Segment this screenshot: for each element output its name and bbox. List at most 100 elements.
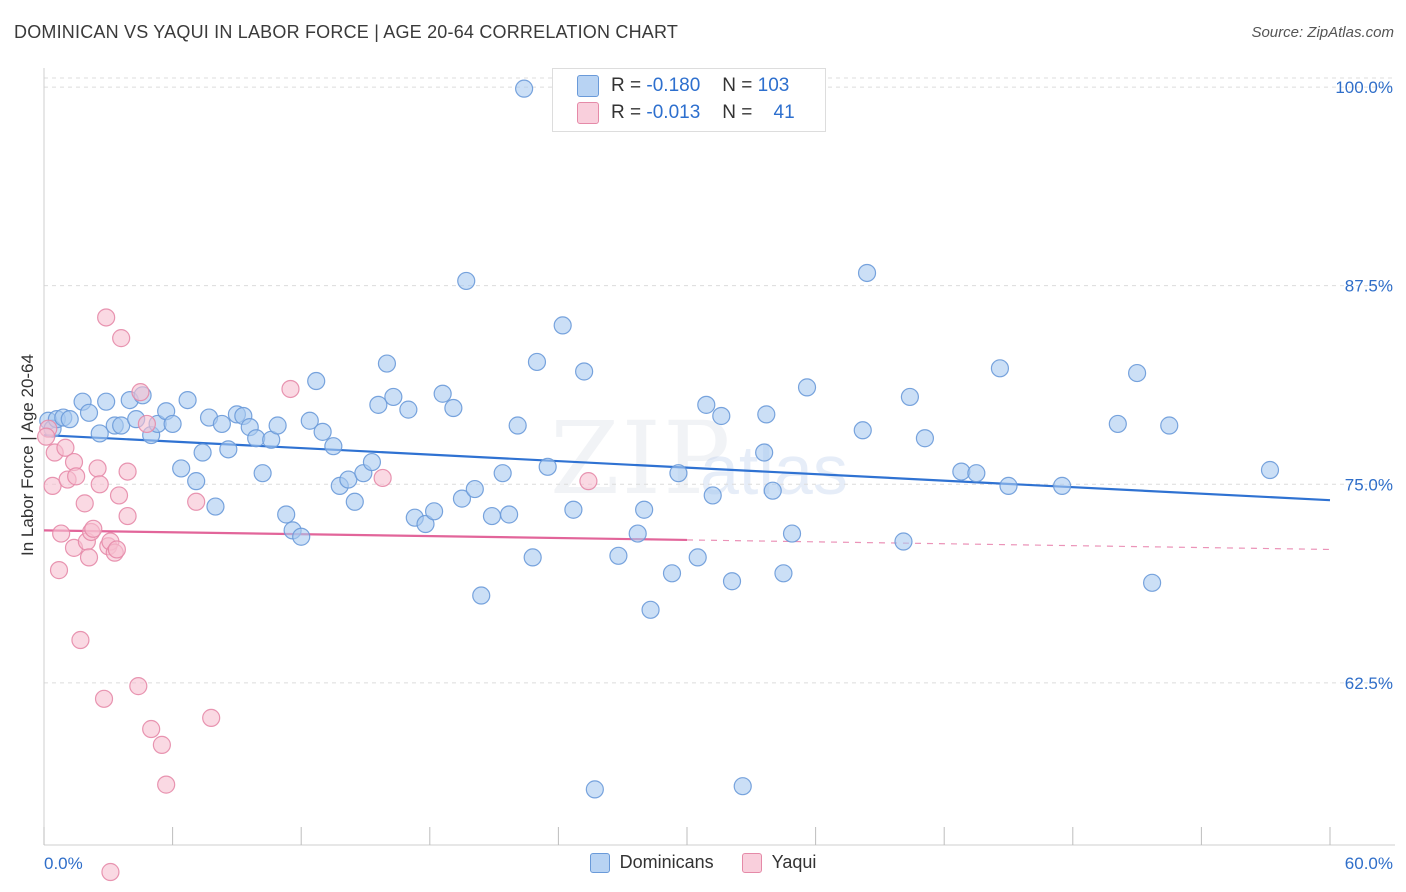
grid-lines — [44, 77, 1395, 684]
dominican-point — [952, 462, 971, 481]
y-tick-label: 62.5% — [1345, 674, 1393, 693]
dominicans-swatch — [589, 852, 610, 873]
legend-r-label: R = — [611, 75, 642, 96]
legend-n-label: N = — [722, 75, 753, 96]
dominican-point — [515, 79, 534, 98]
yaqui-point — [67, 467, 86, 486]
x-tick-label: 0.0% — [44, 854, 83, 873]
dominican-point — [712, 406, 731, 426]
dominican-point — [268, 416, 287, 435]
source-label: Source: ZipAtlas.com — [1251, 24, 1394, 41]
dominican-point — [967, 464, 986, 483]
yaqui-point — [107, 540, 126, 559]
dominican-point — [345, 492, 364, 511]
yaqui-swatch — [741, 852, 762, 873]
dominican-point — [313, 422, 332, 441]
dominican-point — [733, 777, 752, 796]
dominican-point — [609, 546, 628, 565]
legend-r-value: -0.180 — [646, 75, 701, 96]
dominican-point — [575, 362, 594, 381]
yaqui-point — [109, 486, 129, 505]
dominican-point — [669, 464, 688, 483]
dominican-point — [662, 564, 682, 583]
yaqui-point — [112, 329, 131, 348]
dominican-point — [277, 505, 296, 524]
dominican-point — [178, 390, 197, 410]
yaqui-point — [88, 459, 107, 478]
legend-label-dominicans: Dominicans — [619, 852, 714, 872]
yaqui-point — [49, 561, 69, 580]
yaqui-point — [71, 630, 90, 650]
dominican-point — [444, 398, 463, 418]
yaqui-trend-line — [43, 529, 688, 542]
yaqui-point — [137, 414, 156, 434]
dominican-point — [307, 371, 326, 391]
dominican-point — [900, 387, 920, 407]
dominican-point — [399, 400, 418, 419]
dominican-point — [416, 514, 435, 534]
legend-row-yaqui: R = -0.013 N = 41 — [577, 101, 795, 125]
yaqui-point — [142, 719, 161, 739]
tick-labels: 62.5% 75.0% 87.5% 100.0% 0.0% 60.0% — [44, 78, 1393, 873]
dominican-point — [688, 548, 707, 567]
dominican-point — [553, 316, 572, 335]
dominican-point — [369, 395, 388, 414]
dominican-point — [362, 452, 382, 472]
yaqui-point — [129, 677, 148, 696]
dominican-point — [1260, 460, 1280, 480]
dominican-point — [774, 564, 793, 583]
dominican-point — [757, 405, 776, 424]
dominican-point — [628, 524, 647, 543]
legend-r-label: R = — [611, 102, 642, 123]
yaqui-point — [152, 735, 171, 754]
dominican-point — [482, 506, 502, 526]
dominican-point — [452, 489, 472, 508]
dominican-point — [1052, 476, 1072, 495]
yaqui-point — [84, 519, 103, 538]
legend-n-value: 103 — [757, 75, 790, 96]
yaqui-point — [579, 472, 598, 491]
dominican-point — [465, 479, 484, 499]
yaqui-point — [79, 548, 99, 567]
dominican-point — [703, 486, 722, 505]
data-points — [37, 79, 1280, 882]
dominican-point — [894, 532, 913, 551]
dominican-point — [585, 780, 604, 799]
dominican-point — [635, 500, 654, 519]
dominican-point — [697, 395, 716, 414]
dominican-point — [300, 411, 319, 430]
dominican-point — [219, 440, 238, 459]
dominican-point — [990, 359, 1010, 378]
dominican-point — [377, 354, 397, 373]
dominican-point — [90, 424, 109, 443]
dominican-point — [797, 378, 817, 397]
legend-item-dominicans[interactable]: Dominicans — [589, 852, 714, 873]
dominican-point — [1108, 414, 1127, 434]
legend-row-dominicans: R = -0.180 N = 103 — [577, 74, 789, 98]
series-legend: Dominicans Yaqui — [0, 852, 1406, 873]
dominican-point — [1160, 416, 1179, 435]
dominican-point — [915, 429, 935, 448]
yaqui-point — [56, 438, 75, 457]
dominican-point — [538, 457, 557, 476]
dominican-point — [212, 414, 231, 434]
dominican-point — [527, 352, 547, 372]
dominican-point — [433, 384, 452, 403]
legend-r-value: -0.013 — [646, 102, 701, 123]
dominican-point — [523, 548, 542, 567]
axes — [43, 68, 1395, 846]
dominican-point — [1127, 363, 1147, 383]
dominican-point — [187, 472, 206, 491]
y-tick-label: 87.5% — [1345, 277, 1393, 296]
dominican-point — [472, 586, 491, 605]
yaqui-point — [94, 689, 114, 708]
dominican-point — [564, 500, 583, 519]
legend-n-label: N = — [722, 102, 753, 123]
dominican-point — [253, 464, 272, 483]
dominicans-trend-line — [43, 433, 1331, 502]
legend-swatch-pink — [577, 102, 599, 124]
yaqui-point — [281, 379, 300, 399]
yaqui-point — [202, 708, 221, 727]
yaqui-point — [118, 462, 137, 481]
legend-item-yaqui[interactable]: Yaqui — [741, 852, 816, 873]
